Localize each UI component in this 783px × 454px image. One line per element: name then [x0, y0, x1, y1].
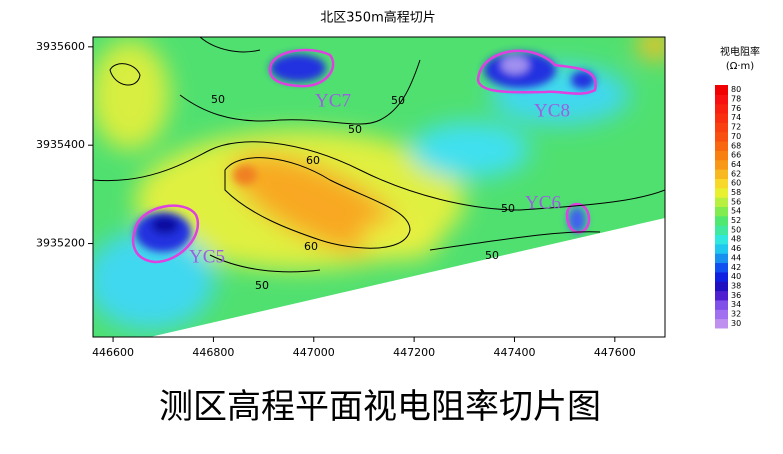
- caption: 测区高程平面视电阻率切片图: [159, 388, 601, 426]
- colorbar-label: 68: [731, 141, 741, 150]
- colorbar-label: 76: [731, 104, 741, 113]
- station-label: YC6: [525, 192, 561, 213]
- station-label: YC7: [315, 90, 351, 111]
- colorbar-cell: [715, 215, 728, 226]
- colorbar-cell: [715, 178, 728, 189]
- colorbar-cell: [715, 299, 728, 310]
- colorbar-label: 34: [731, 300, 741, 309]
- colorbar-label: 56: [731, 197, 741, 206]
- x-tick-label: 446600: [92, 346, 134, 359]
- colorbar-label: 52: [731, 216, 741, 225]
- colorbar-label: 58: [731, 188, 741, 197]
- colorbar-cell: [715, 122, 728, 133]
- colorbar-label: 36: [731, 291, 741, 300]
- colorbar-cell: [715, 271, 728, 282]
- colorbar-cell: [715, 234, 728, 245]
- colorbar-label: 46: [731, 244, 741, 253]
- x-tick-label: 447000: [293, 346, 335, 359]
- x-tick-label: 447400: [493, 346, 535, 359]
- colorbar-cell: [715, 197, 728, 207]
- colorbar-cell: [715, 290, 728, 301]
- plot-frame: [92, 36, 666, 338]
- colorbar-cell: [715, 169, 728, 179]
- colorbar-cell: [715, 253, 728, 264]
- colorbar-label: 54: [731, 207, 741, 216]
- contour-label: 60: [304, 240, 318, 253]
- y-tick-label: 3935200: [36, 237, 85, 250]
- colorbar-label: 66: [731, 151, 741, 160]
- colorbar-cell: [715, 225, 728, 236]
- colorbar-label: 42: [731, 263, 741, 272]
- colorbar-cell: [715, 281, 728, 292]
- contour-label: 50: [501, 202, 515, 215]
- colorbar-label: 30: [731, 319, 741, 328]
- station-label: YC8: [534, 100, 570, 121]
- colorbar-title: 视电阻率: [720, 45, 760, 58]
- colorbar-label: 74: [731, 113, 741, 122]
- map-title: 北区350m高程切片: [320, 10, 435, 26]
- contour-label: 50: [255, 279, 269, 292]
- colorbar-cell: [715, 103, 728, 114]
- contour-label: 50: [485, 249, 499, 262]
- colorbar-label: 78: [731, 95, 741, 104]
- colorbar-cell: [715, 159, 728, 170]
- resistivity-field: [93, 37, 665, 337]
- colorbar-label: 62: [731, 169, 741, 178]
- colorbar-cell: [715, 243, 728, 254]
- colorbar-label: 72: [731, 123, 741, 132]
- colorbar-label: 60: [731, 179, 741, 188]
- colorbar-label: 50: [731, 225, 741, 234]
- colorbar-cell: [715, 113, 728, 123]
- colorbar-cell: [715, 141, 728, 151]
- colorbar-label: 32: [731, 309, 741, 318]
- colorbar-cell: [715, 85, 728, 95]
- colorbar-label: 64: [731, 160, 741, 169]
- colorbar-label: 80: [731, 85, 741, 94]
- colorbar-cell: [715, 187, 728, 198]
- colorbar-cell: [715, 309, 728, 320]
- colorbar-label: 70: [731, 132, 741, 141]
- colorbar-cell: [715, 318, 728, 329]
- x-tick-label: 447200: [393, 346, 435, 359]
- contour-label: 50: [211, 93, 225, 106]
- contour-label: 50: [348, 123, 362, 136]
- colorbar-label: 48: [731, 235, 741, 244]
- colorbar-unit: (Ω·m): [726, 61, 754, 72]
- contour-label: 50: [391, 94, 405, 107]
- colorbar-cell: [715, 262, 728, 273]
- colorbar-label: 38: [731, 281, 741, 290]
- colorbar-cell: [715, 150, 728, 161]
- x-tick-label: 446800: [192, 346, 234, 359]
- y-tick-label: 3935400: [36, 138, 85, 151]
- station-label: YC5: [189, 246, 225, 267]
- colorbar-label: 44: [731, 253, 741, 262]
- y-tick-label: 3935600: [36, 40, 85, 53]
- contour-label: 60: [306, 154, 320, 167]
- colorbar-cell: [715, 94, 728, 105]
- x-tick-label: 447600: [594, 346, 636, 359]
- colorbar-label: 40: [731, 272, 741, 281]
- colorbar-cell: [715, 206, 728, 217]
- colorbar-cell: [715, 131, 728, 142]
